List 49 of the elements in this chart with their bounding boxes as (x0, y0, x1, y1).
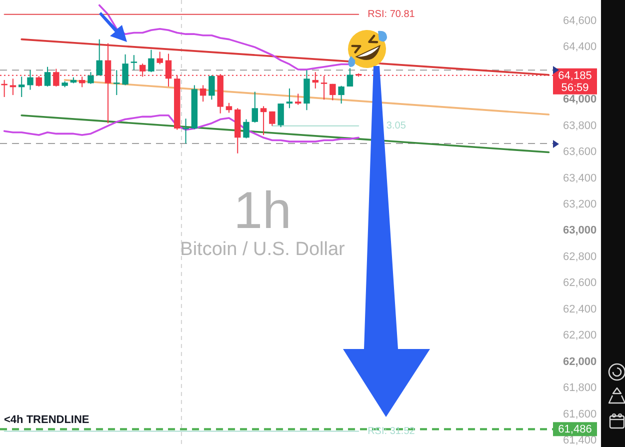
candlestick (346, 68, 354, 88)
y-tick-label: 64,600 (563, 15, 597, 28)
series-label: RSI: 70.81 (368, 9, 416, 20)
candlestick (156, 51, 163, 65)
y-tick-label: 63,400 (563, 172, 597, 184)
ref-line-label: 61,486 (558, 424, 592, 436)
series-label: RSI: 31.52 (368, 426, 416, 438)
candlestick (10, 78, 16, 96)
y-tick-label: 62,000 (563, 356, 597, 368)
candlestick (243, 118, 250, 139)
candlestick (96, 38, 102, 76)
y-tick-label: 62,800 (563, 250, 597, 263)
y-tick-label: 61,600 (563, 408, 597, 420)
candlestick (27, 70, 34, 90)
text: 3.05 (386, 120, 406, 132)
ref-line-label: 64,185 (558, 70, 592, 82)
candlestick (148, 49, 154, 73)
candlestick (330, 83, 336, 101)
annotation: <4h TRENDLINE (4, 414, 90, 426)
candlestick (114, 70, 120, 96)
candlestick (122, 54, 128, 86)
y-tick-label: 63,000 (563, 224, 597, 237)
text: 56:59 (561, 82, 589, 94)
y-tick-label: 62,200 (563, 330, 597, 342)
candlestick (338, 85, 344, 104)
candlestick (286, 88, 293, 109)
y-tick-label: 63,600 (563, 146, 597, 158)
candlestick (269, 110, 276, 126)
candlestick (294, 93, 302, 106)
y-tick-label: 64,000 (563, 94, 597, 106)
candlestick (18, 76, 25, 98)
candlestick (278, 103, 284, 128)
candlestick (130, 54, 138, 71)
candlestick (252, 91, 258, 124)
candlestick (226, 102, 232, 114)
y-tick-label: 64,400 (563, 41, 597, 54)
y-tick-label: 62,400 (563, 303, 597, 316)
candlestick (208, 74, 215, 100)
y-tick-label: 61,400 (563, 434, 597, 446)
candlestick (44, 66, 51, 88)
y-tick-label: 63,200 (563, 198, 597, 211)
candlestick (88, 72, 94, 84)
candlestick (200, 84, 206, 102)
y-tick-label: 61,800 (563, 382, 597, 394)
y-tick-label: 62,600 (563, 277, 597, 290)
y-tick-label: 63,800 (563, 120, 597, 132)
candlestick (260, 106, 267, 136)
text: 1h (234, 182, 292, 240)
text: Bitcoin / U.S. Dollar (180, 239, 346, 260)
